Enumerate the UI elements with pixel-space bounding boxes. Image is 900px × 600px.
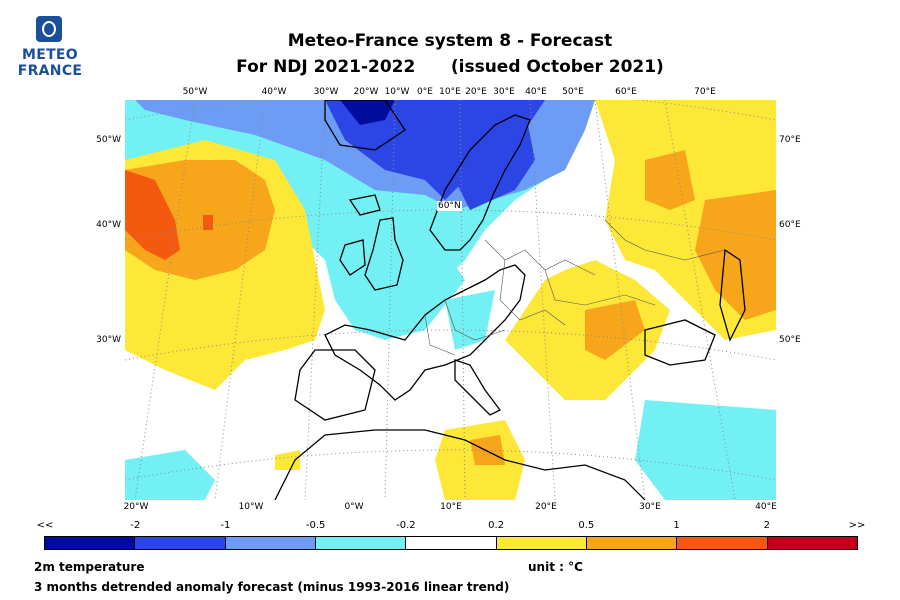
tick-top: 40°E bbox=[525, 87, 547, 97]
colorbar-label: >> bbox=[848, 520, 866, 531]
tick-top: 20°W bbox=[353, 87, 379, 97]
meteo-france-logo-icon bbox=[36, 16, 62, 42]
greenland-coast bbox=[324, 100, 406, 151]
iberia-coast bbox=[294, 349, 376, 421]
anomaly-blue-center bbox=[455, 110, 535, 210]
meteo-france-logo: METEO FRANCE bbox=[14, 16, 86, 86]
tick-right: 60°E bbox=[779, 220, 801, 230]
latitude-label: 60°N bbox=[437, 201, 462, 211]
tick-left: 30°W bbox=[96, 335, 121, 345]
colorbar-segment bbox=[767, 537, 857, 549]
italy-coast bbox=[454, 359, 501, 416]
anomaly-cyan-southwest bbox=[125, 450, 215, 500]
colorbar-label: << bbox=[36, 520, 54, 531]
iceland-coast bbox=[348, 194, 381, 216]
tick-top: 50°W bbox=[182, 87, 208, 97]
colorbar-label: 0.5 bbox=[578, 520, 595, 531]
scandinavia-coast bbox=[429, 114, 531, 251]
tick-bottom: 20°W bbox=[123, 502, 149, 512]
tick-left: 40°W bbox=[96, 220, 121, 230]
anomaly-cyan-southeast bbox=[635, 400, 776, 500]
colorbar-label: -0.5 bbox=[305, 520, 326, 531]
britain-coast bbox=[364, 217, 404, 291]
tick-top: 30°W bbox=[313, 87, 339, 97]
tick-top: 60°E bbox=[615, 87, 637, 97]
colorbar-segment bbox=[45, 537, 136, 549]
anomaly-orange-east bbox=[645, 150, 695, 210]
tick-bottom: 30°E bbox=[639, 502, 661, 512]
europe-coast bbox=[324, 264, 526, 401]
anomaly-red-small bbox=[203, 215, 213, 230]
logo-text-line2: FRANCE bbox=[17, 63, 83, 79]
anomaly-map bbox=[125, 100, 776, 500]
africa-coast bbox=[274, 429, 646, 500]
colorbar-segment bbox=[586, 537, 678, 549]
tick-right: 70°E bbox=[779, 135, 801, 145]
ireland-coast bbox=[339, 239, 366, 276]
colorbar-label: 1 bbox=[673, 520, 680, 531]
unit-label: unit : °C bbox=[528, 560, 583, 574]
black-sea-coast bbox=[644, 319, 716, 366]
colorbar-segment bbox=[406, 537, 497, 549]
tick-top: 20°E bbox=[465, 87, 487, 97]
colorbar-segment bbox=[496, 537, 587, 549]
tick-left: 50°W bbox=[96, 135, 121, 145]
colorbar-segment bbox=[677, 537, 768, 549]
tick-top: 40°W bbox=[261, 87, 287, 97]
anomaly-yellow-small bbox=[275, 450, 300, 470]
tick-top: 10°W bbox=[384, 87, 410, 97]
colorbar bbox=[44, 536, 858, 550]
tick-top: 50°E bbox=[562, 87, 584, 97]
anomaly-red-atlantic bbox=[125, 170, 180, 260]
colorbar-label: -0.2 bbox=[396, 520, 416, 531]
tick-top: 70°E bbox=[694, 87, 716, 97]
colorbar-label: -2 bbox=[130, 520, 141, 531]
tick-right: 50°E bbox=[779, 335, 801, 345]
logo-text-line1: METEO bbox=[21, 47, 78, 63]
anomaly-darkblue bbox=[340, 100, 395, 125]
variable-name: 2m temperature bbox=[34, 560, 145, 574]
tick-top: 30°E bbox=[493, 87, 515, 97]
colorbar-label: -1 bbox=[220, 520, 231, 531]
colorbar-label: 0.2 bbox=[488, 520, 505, 531]
anomaly-orange-east2 bbox=[695, 190, 776, 320]
tick-bottom: 10°E bbox=[440, 502, 462, 512]
tick-top: 10°E bbox=[439, 87, 461, 97]
anomaly-orange-balkans bbox=[585, 300, 645, 360]
colorbar-segment bbox=[225, 537, 316, 549]
map-title-line2: For NDJ 2021-2022 (issued October 2021) bbox=[236, 57, 664, 77]
tick-bottom: 0°W bbox=[344, 502, 364, 512]
colorbar-label: 2 bbox=[763, 520, 770, 531]
tick-bottom: 40°E bbox=[755, 502, 777, 512]
colorbar-segment bbox=[135, 537, 226, 549]
caspian-coast bbox=[719, 248, 746, 342]
description-label: 3 months detrended anomaly forecast (min… bbox=[34, 580, 510, 594]
anomaly-cyan-east-mid bbox=[445, 290, 495, 350]
colorbar-segment bbox=[315, 537, 407, 549]
tick-bottom: 20°E bbox=[535, 502, 557, 512]
tick-top: 0°E bbox=[417, 87, 433, 97]
map-title-line1: Meteo-France system 8 - Forecast bbox=[287, 31, 613, 51]
tick-bottom: 10°W bbox=[238, 502, 264, 512]
anomaly-cyan-west bbox=[325, 210, 465, 340]
